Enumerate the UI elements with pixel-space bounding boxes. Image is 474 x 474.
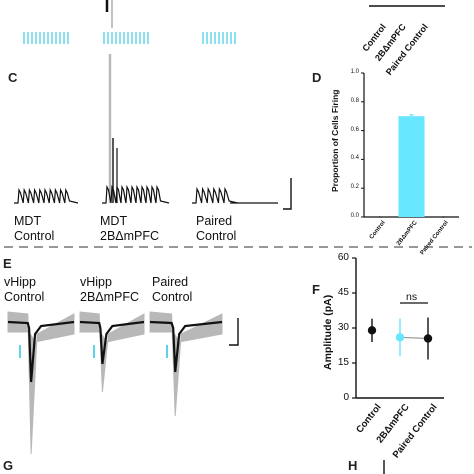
panel-c-cond-2: MDT 2BΔmPFC (100, 214, 159, 244)
trace-c-2bdmpfc (102, 184, 170, 204)
panel-f-letter: F (312, 282, 320, 297)
panel-f-ytick-label: 0 (343, 392, 349, 403)
trace-c-control (14, 187, 79, 204)
panel-e-cond-3: Paired Control (152, 275, 192, 305)
panel-d-bar (398, 116, 425, 217)
panel-e-scale-bar (229, 318, 239, 346)
panel-c-cond-3: Paired Control (196, 214, 236, 244)
panel-e-cond-3-line1: Paired (152, 275, 189, 289)
panel-c-cond-1: MDT Control (14, 214, 54, 244)
panel-f-ytick-label: 15 (337, 357, 349, 368)
panel-c-cond-3-line2: Control (196, 229, 237, 243)
panel-e-cond-2: vHipp 2BΔmPFC (80, 275, 139, 305)
panel-c-traces (14, 54, 292, 210)
panel-c-scale-bar (283, 178, 292, 210)
panel-f-chart (352, 257, 444, 399)
panel-f-point (423, 334, 433, 343)
panel-d-chart (361, 72, 459, 218)
panel-f-point (367, 326, 377, 335)
panel-e-cond-2-line1: vHipp (80, 275, 112, 289)
trace-e-2bdmpfc (79, 320, 145, 365)
top-fragment (23, 0, 445, 44)
panel-d-ytick-label: 0.0 (350, 213, 359, 219)
panel-e-cond-3-line2: Control (152, 290, 193, 304)
panel-e-cond-1-line1: vHipp (4, 275, 36, 289)
panel-f-ytick-label: 60 (337, 252, 349, 263)
panel-e-cond-1-line2: Control (4, 290, 45, 304)
panel-f-ns-annotation: ns (406, 291, 418, 303)
trace-e-control-overlay (7, 311, 75, 455)
panel-d-ylabel: Proportion of Cells Firing (330, 89, 340, 192)
panel-e-letter: E (3, 256, 12, 271)
panel-d-ytick-label: 0.2 (350, 184, 359, 191)
panel-f-ytick-label: 30 (337, 322, 349, 333)
panel-d-ytick-label: 0.6 (350, 126, 359, 133)
panel-c-letter: C (8, 70, 18, 85)
panel-d-ytick-label: 0.4 (350, 155, 359, 162)
panel-g-letter: G (3, 458, 14, 473)
panel-c-cond-2-line2: 2BΔmPFC (100, 229, 160, 243)
panel-e-cond-2-line2: 2BΔmPFC (80, 290, 140, 304)
panel-f-connector (399, 336, 429, 340)
trace-e-paired-overlay (149, 311, 223, 417)
panel-d-letter: D (312, 70, 322, 85)
trace-e-control (7, 320, 75, 383)
panel-d-zero-point (442, 216, 444, 218)
trace-e-paired (149, 320, 223, 373)
panel-c-cond-3-line1: Paired (196, 214, 233, 228)
panel-c-cond-1-line2: Control (14, 229, 55, 243)
trace-c-paired (192, 186, 238, 204)
panel-e-traces (7, 311, 239, 455)
panel-f-ytick-label: 45 (337, 287, 349, 298)
panel-c-cond-1-line1: MDT (14, 214, 42, 228)
panel-d-ytick-label: 1.0 (350, 69, 359, 75)
panel-e-cond-1: vHipp Control (4, 275, 44, 305)
panel-d-zero-point (379, 216, 381, 218)
panel-f-point (395, 333, 405, 342)
panel-c-cond-2-line1: MDT (100, 214, 128, 228)
panel-h-letter: H (348, 458, 358, 473)
panel-d-ytick-label: 0.8 (350, 97, 359, 104)
